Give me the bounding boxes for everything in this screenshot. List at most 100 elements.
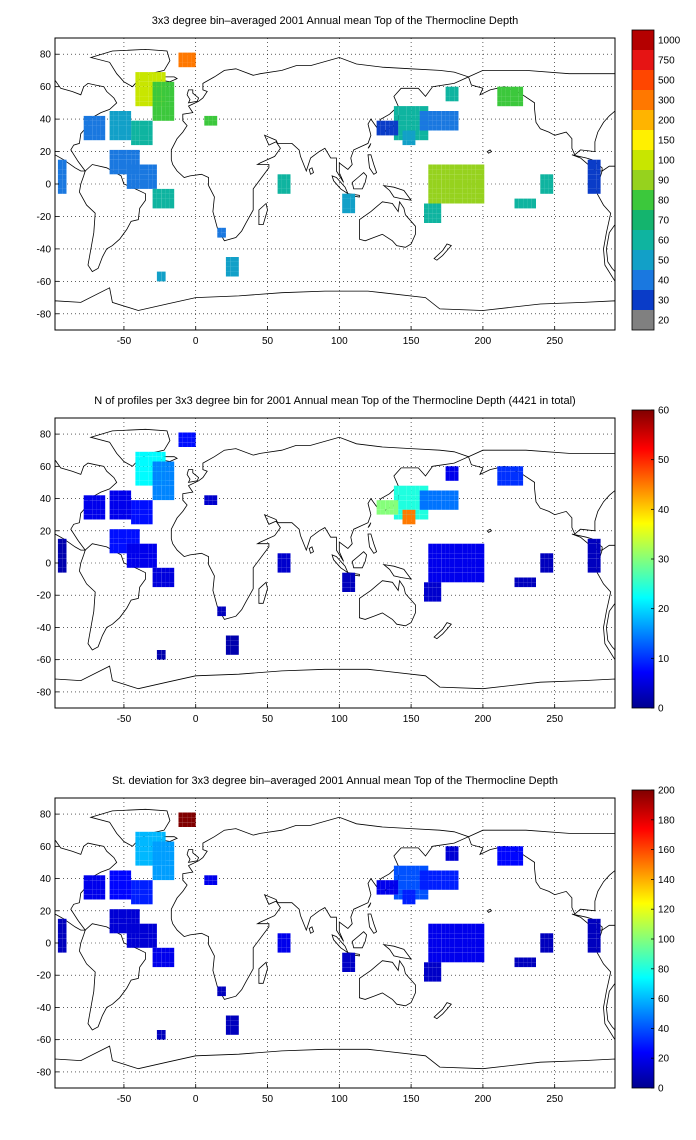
data-bin [424,967,429,972]
data-bin [544,943,549,948]
data-bin [406,865,412,871]
data-bin [135,885,140,890]
data-bin [100,135,106,141]
data-bin [126,914,132,919]
data-bin [436,164,442,170]
x-tick-label: 50 [262,1094,274,1105]
data-bin [113,125,119,131]
colorbar-swatch [632,190,654,210]
data-bin [445,184,450,189]
data-bin [389,500,394,505]
data-bin [411,514,416,520]
data-bin [113,169,119,175]
data-bin [342,962,347,968]
data-bin [113,538,119,544]
coastline-new-guinea [382,563,413,580]
data-bin [217,991,222,997]
panel-title: St. deviation for 3x3 degree bin–average… [112,775,558,787]
data-bin [118,135,123,141]
data-bin [458,572,463,578]
data-bin [109,909,114,914]
data-bin [389,880,394,885]
data-bin [122,115,127,121]
y-tick-label: -60 [37,655,52,666]
data-bin [221,611,226,617]
data-bin [467,188,472,194]
data-bin [475,179,480,184]
data-bin [454,933,459,939]
data-bin [169,870,175,876]
data-bin [144,851,149,856]
data-bin [505,846,511,852]
data-bin [462,938,468,943]
colorbar-label: 30 [658,296,670,307]
data-bin [122,495,127,501]
data-bin [449,193,455,199]
data-bin [445,476,450,481]
data-bin [165,957,170,963]
data-bin [393,889,399,895]
data-bin [449,923,455,929]
data-bin [406,106,412,111]
data-bin [139,548,144,554]
data-bin [376,505,381,510]
data-bin [118,538,123,544]
data-bin [428,184,433,189]
axes-box [54,417,616,709]
data-bin [62,563,67,568]
data-bin [122,909,127,914]
data-bin [445,938,450,943]
data-bin [436,218,442,223]
data-bin [187,57,192,63]
data-bin [471,933,476,939]
data-bin [436,885,442,890]
coastline-uk [186,849,200,863]
data-bin [462,923,468,929]
data-bin [596,947,601,953]
data-bin [441,179,446,184]
data-bin [398,106,403,111]
data-bin [428,572,433,578]
data-bin [118,154,123,160]
data-bin [342,203,347,209]
data-bin [156,846,162,852]
y-tick-label: 0 [45,559,51,570]
data-bin [165,471,170,476]
data-bin [471,543,476,549]
data-bin [380,880,386,885]
colorbar-label: 70 [658,216,670,227]
data-bin [165,841,170,847]
data-bin [187,437,192,443]
data-bin [57,543,63,549]
data-bin [454,938,459,943]
data-bin [415,120,420,126]
data-bin [441,933,446,939]
data-bin [445,880,450,885]
data-bin [411,509,416,515]
data-bin [221,232,226,238]
data-bin [152,582,157,588]
data-bin [471,923,476,929]
data-bin [458,169,463,175]
data-bin [527,582,532,588]
data-bin [109,538,114,544]
data-bin [156,836,162,842]
data-bin [402,111,407,116]
colorbar-swatch [632,230,654,250]
data-bin [122,169,127,175]
data-bin [548,179,554,184]
data-bin [475,193,480,199]
data-bin [234,650,239,655]
data-bin [398,509,403,515]
data-bin [415,514,420,520]
data-bin [139,456,144,462]
data-bin [540,943,545,948]
data-bin [432,572,437,578]
data-bin [432,174,437,180]
data-bin [419,889,424,895]
data-bin [480,563,485,568]
data-bin [156,451,162,457]
data-bin [406,111,412,116]
colorbar-swatch [632,30,654,50]
data-bin [109,164,114,170]
